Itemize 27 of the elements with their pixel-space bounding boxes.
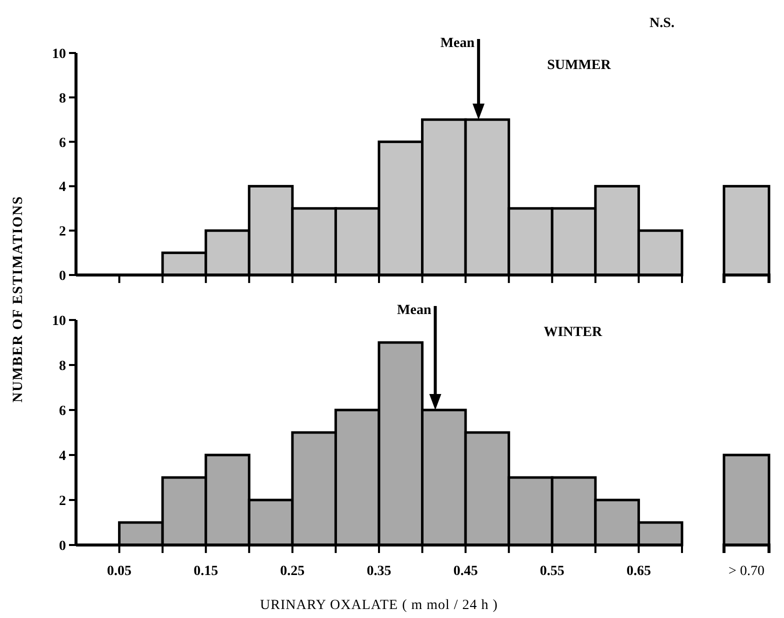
- y-tick-label: 8: [59, 91, 66, 106]
- y-tick-label: 8: [59, 359, 66, 374]
- chart-title: WINTER: [544, 325, 603, 340]
- ref-line-label: Mean: [397, 303, 432, 318]
- y-tick-label: 2: [59, 224, 66, 240]
- x-tick-label: 0.05: [107, 564, 132, 579]
- x-tick-label: > 0.70: [728, 564, 764, 579]
- x-tick-label: 0.45: [453, 564, 478, 579]
- y-axis-title: NUMBER OF ESTIMATIONS: [11, 196, 26, 402]
- x-tick-label: 0.55: [540, 564, 564, 579]
- x-axis-title: URINARY OXALATE ( m mol / 24 h ): [260, 598, 498, 613]
- chart-title: SUMMER: [547, 58, 612, 73]
- y-tick-label: 6: [59, 404, 66, 419]
- y-tick-label: 10: [52, 314, 66, 329]
- x-tick-label: 0.65: [626, 564, 651, 579]
- y-tick-label: 2: [59, 494, 66, 509]
- y-tick-label: 10: [52, 47, 66, 62]
- y-tick-label: 0: [59, 269, 66, 284]
- x-tick-label: 0.25: [280, 564, 305, 579]
- x-tick-label: 0.35: [366, 564, 392, 579]
- x-tick-label: 0.15: [194, 564, 218, 579]
- y-tick-label: 4: [59, 180, 66, 196]
- text: N.S.: [650, 16, 674, 31]
- y-tick-label: 4: [59, 449, 66, 464]
- y-tick-label: 6: [59, 136, 66, 151]
- ref-line-label: Mean: [440, 36, 475, 51]
- y-tick-label: 0: [59, 539, 66, 554]
